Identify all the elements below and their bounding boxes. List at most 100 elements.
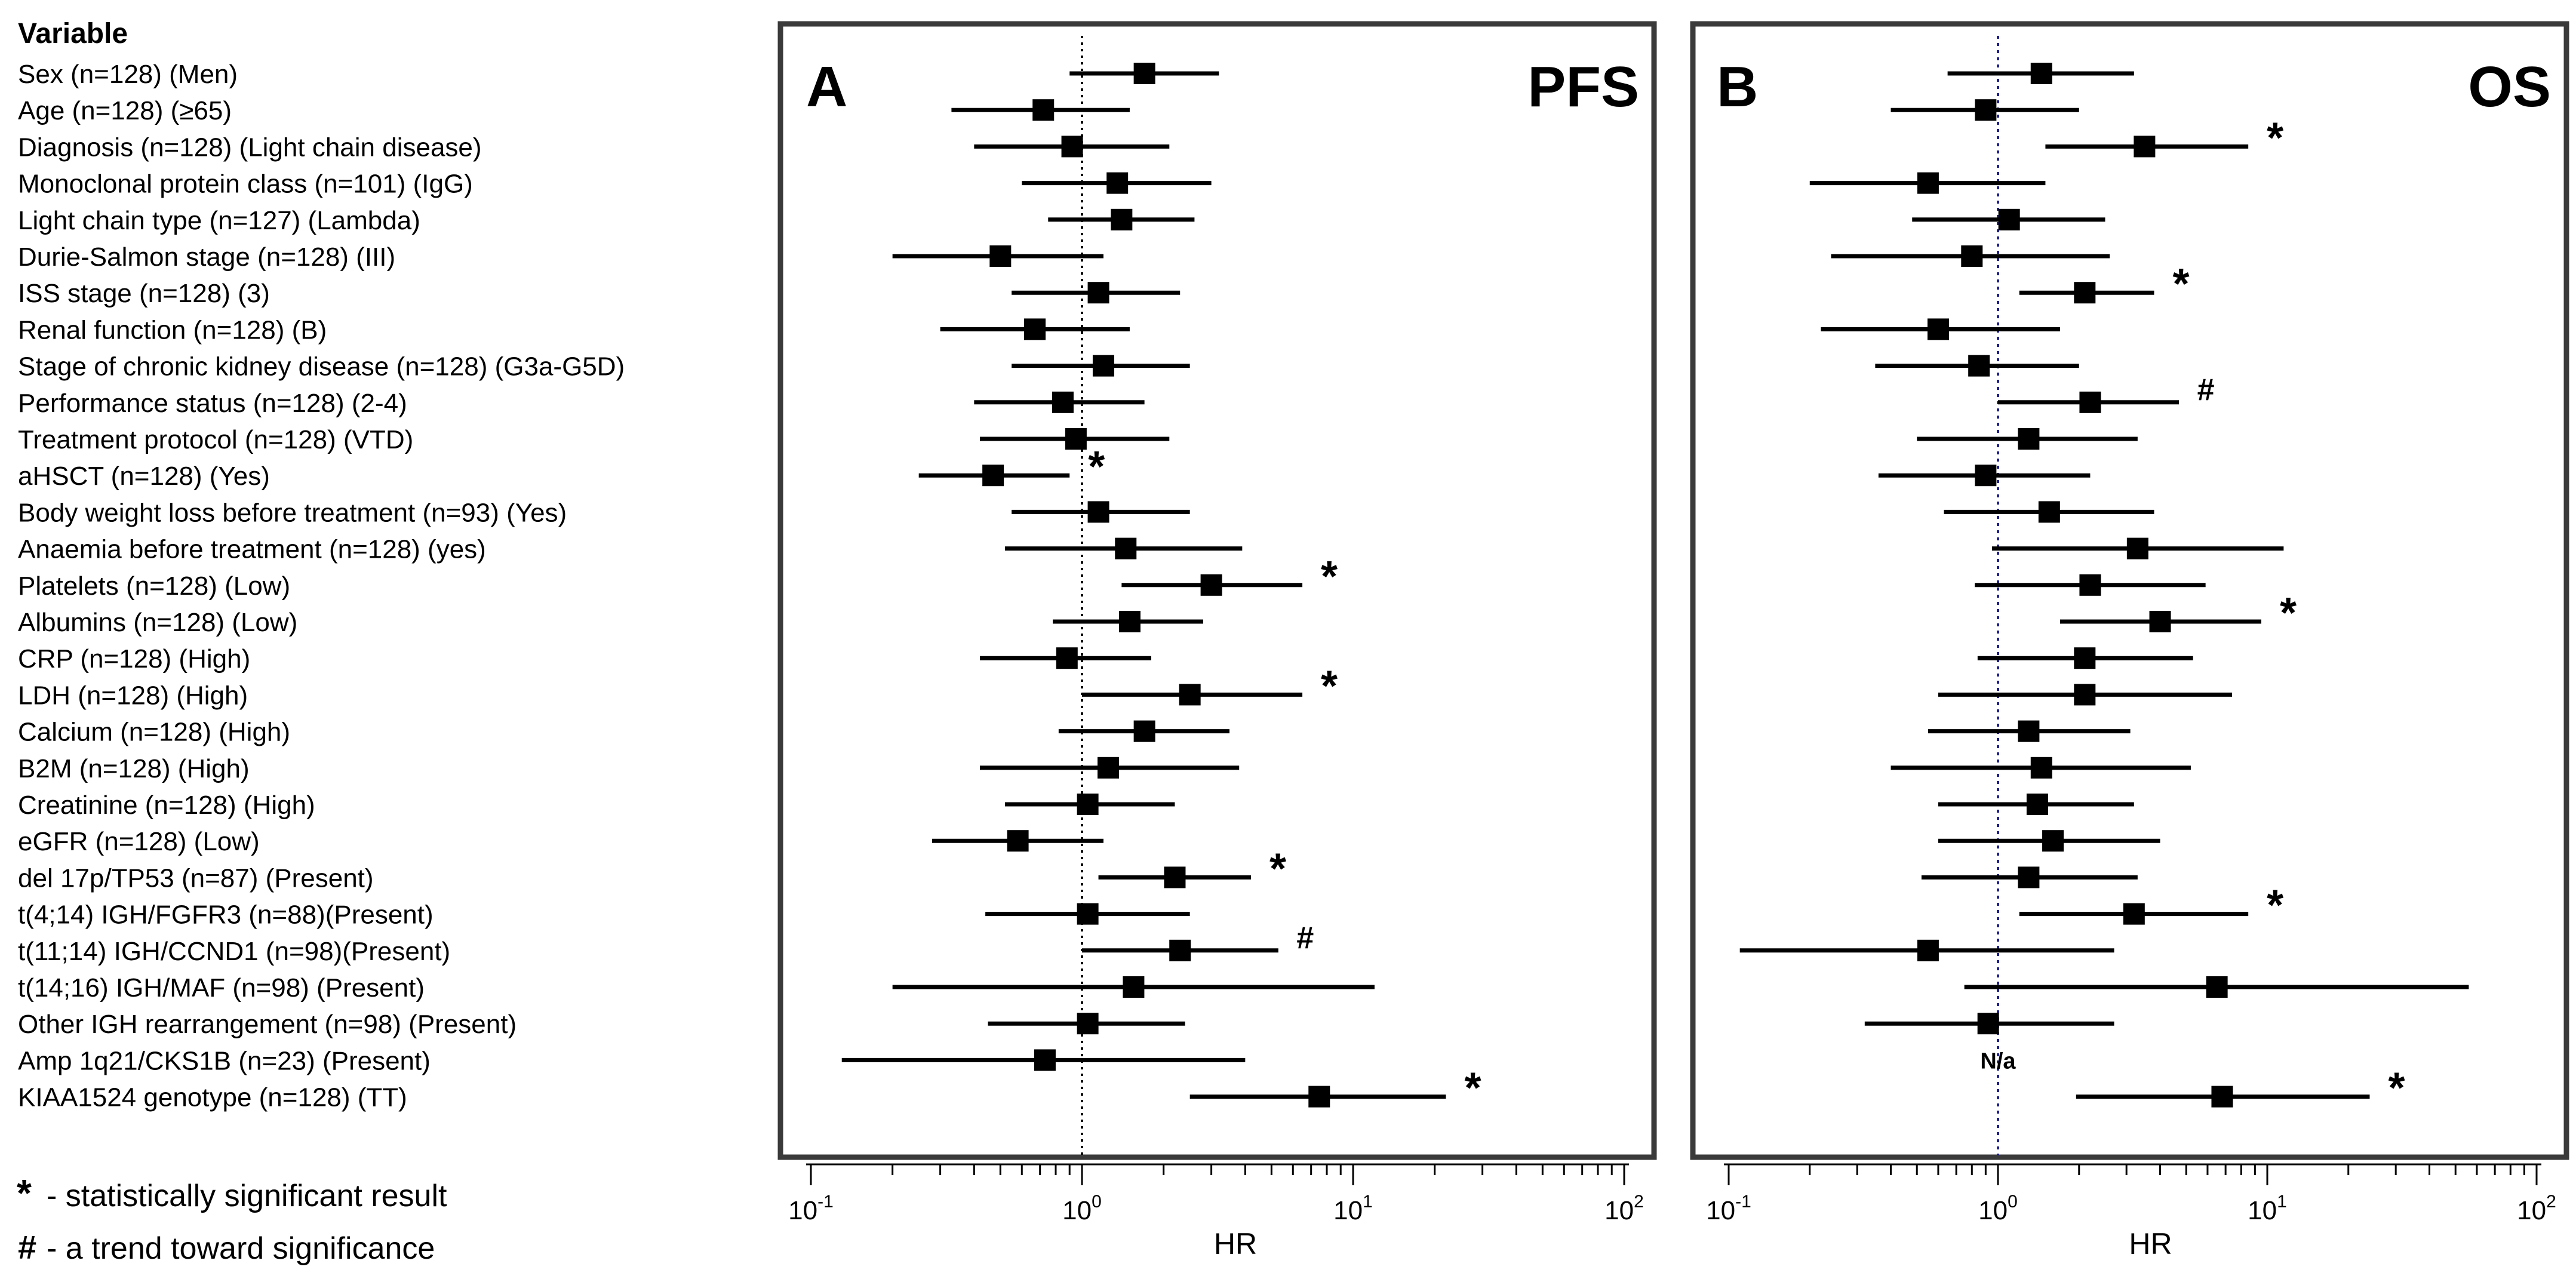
hr-marker bbox=[1024, 318, 1046, 340]
hr-marker bbox=[1975, 99, 1997, 121]
hr-marker bbox=[2206, 976, 2228, 998]
hr-marker bbox=[2079, 574, 2101, 596]
variable-label: t(14;16) IGH/MAF (n=98) (Present) bbox=[18, 973, 425, 1003]
variable-label: Platelets (n=128) (Low) bbox=[18, 571, 290, 601]
panel-a-rows: * * * * # * bbox=[841, 36, 1481, 1155]
hr-marker bbox=[1977, 1013, 1999, 1035]
panel-a-x-label: HR bbox=[1214, 1227, 1257, 1260]
variable-label: Anaemia before treatment (n=128) (yes) bbox=[18, 535, 486, 564]
hr-marker bbox=[1111, 208, 1133, 230]
variable-label: ISS stage (n=128) (3) bbox=[18, 279, 270, 308]
hr-marker bbox=[2018, 866, 2040, 888]
significance-marker: * bbox=[2280, 589, 2297, 637]
hr-marker bbox=[1087, 282, 1109, 304]
tick-label: 100 bbox=[1978, 1192, 2018, 1225]
hr-marker bbox=[1106, 172, 1129, 194]
hr-marker bbox=[989, 245, 1012, 267]
hr-marker bbox=[1087, 501, 1109, 523]
variable-label: Sex (n=128) (Men) bbox=[18, 60, 238, 89]
hr-marker bbox=[2030, 757, 2052, 779]
panel-b-frame bbox=[1690, 21, 2569, 1160]
significance-marker: * bbox=[2267, 882, 2283, 930]
panel-b-rows: * * # * * N/a * bbox=[1739, 36, 2469, 1155]
hr-marker bbox=[2126, 537, 2148, 559]
hr-marker bbox=[1077, 794, 1099, 815]
variable-label: Treatment protocol (n=128) (VTD) bbox=[18, 425, 413, 454]
legend-significant-symbol: * bbox=[17, 1172, 32, 1215]
panel-a-ticks: 10-1 100 101 102 bbox=[788, 1164, 1644, 1225]
hr-marker bbox=[1975, 465, 1997, 487]
panel-b-ticks: 10-1 100 101 102 bbox=[1706, 1164, 2556, 1225]
significance-marker: * bbox=[1321, 662, 1338, 710]
trend-marker: # bbox=[2197, 373, 2215, 407]
significance-marker: * bbox=[1464, 1065, 1481, 1112]
hr-marker bbox=[1961, 245, 1983, 267]
panel-a-label: A bbox=[806, 55, 847, 119]
hr-marker bbox=[2211, 1086, 2233, 1108]
variable-label: Other IGH rearrangement (n=98) (Present) bbox=[18, 1010, 517, 1039]
panel-b-label: B bbox=[1717, 55, 1758, 119]
variable-label: Age (n=128) (≥65) bbox=[18, 96, 232, 125]
tick-label: 100 bbox=[1062, 1192, 1102, 1225]
hr-marker bbox=[1092, 355, 1114, 377]
hr-marker bbox=[1998, 208, 2020, 230]
tick-label: 102 bbox=[2517, 1192, 2556, 1225]
hr-marker bbox=[1115, 537, 1137, 559]
hr-marker bbox=[1065, 428, 1087, 450]
hr-marker bbox=[1032, 99, 1055, 121]
hr-marker bbox=[1034, 1049, 1056, 1071]
panel-a-pfs: A PFS * * * * # * 10-1 100 101 102 HR bbox=[777, 21, 1657, 1260]
variable-label: Creatinine (n=128) (High) bbox=[18, 791, 315, 820]
hr-marker bbox=[1169, 939, 1191, 961]
variable-header: Variable bbox=[18, 18, 128, 50]
variable-label: CRP (n=128) (High) bbox=[18, 644, 250, 674]
hr-marker bbox=[1056, 647, 1078, 669]
hr-marker bbox=[1097, 757, 1119, 779]
hr-marker bbox=[2038, 501, 2060, 523]
hr-marker bbox=[1927, 318, 1949, 340]
panel-a-frame bbox=[777, 21, 1657, 1160]
panel-b-title: OS bbox=[2468, 55, 2551, 119]
legend-trend-text: - a trend toward significance bbox=[47, 1231, 435, 1266]
hr-marker bbox=[982, 465, 1004, 487]
legend-significant-text: - statistically significant result bbox=[47, 1179, 447, 1213]
variable-label: Calcium (n=128) (High) bbox=[18, 718, 290, 747]
variable-label: eGFR (n=128) (Low) bbox=[18, 827, 260, 856]
hr-marker bbox=[1077, 1013, 1099, 1035]
variable-label: t(4;14) IGH/FGFR3 (n=88)(Present) bbox=[18, 900, 434, 930]
variable-label: Monoclonal protein class (n=101) (IgG) bbox=[18, 170, 473, 199]
panel-a-title: PFS bbox=[1527, 55, 1639, 119]
variable-label: B2M (n=128) (High) bbox=[18, 754, 250, 783]
variable-label: Stage of chronic kidney disease (n=128) … bbox=[18, 352, 625, 382]
variable-label: Renal function (n=128) (B) bbox=[18, 315, 327, 345]
hr-marker bbox=[2026, 794, 2048, 815]
hr-marker bbox=[1061, 136, 1083, 158]
na-note: N/a bbox=[1980, 1049, 2016, 1074]
hr-marker bbox=[2074, 647, 2096, 669]
variable-label: Albumins (n=128) (Low) bbox=[18, 608, 297, 637]
tick-label: 101 bbox=[2248, 1192, 2287, 1225]
variable-label: del 17p/TP53 (n=87) (Present) bbox=[18, 863, 374, 893]
significance-marker: * bbox=[2388, 1065, 2405, 1112]
tick-label: 101 bbox=[1333, 1192, 1373, 1225]
tick-label: 10-1 bbox=[1706, 1192, 1751, 1225]
hr-marker bbox=[1179, 684, 1201, 706]
variable-label: Durie-Salmon stage (n=128) (III) bbox=[18, 242, 395, 272]
hr-marker bbox=[2018, 720, 2040, 742]
panel-b-x-label: HR bbox=[2129, 1227, 2172, 1260]
legend-trend-symbol: # bbox=[18, 1228, 36, 1266]
hr-marker bbox=[2042, 830, 2064, 852]
variable-label: Diagnosis (n=128) (Light chain disease) bbox=[18, 133, 482, 162]
variable-label: Amp 1q21/CKS1B (n=23) (Present) bbox=[18, 1046, 431, 1075]
hr-marker bbox=[1968, 355, 1990, 377]
variable-label: Light chain type (n=127) (Lambda) bbox=[18, 206, 420, 235]
hr-marker bbox=[1118, 611, 1141, 632]
significance-marker: * bbox=[1269, 845, 1286, 893]
panel-b-os: B OS * * # * * N/a * 10-1 100 101 102 HR bbox=[1690, 21, 2569, 1260]
hr-marker bbox=[1917, 939, 1939, 961]
variable-label: Performance status (n=128) (2-4) bbox=[18, 389, 407, 418]
hr-marker bbox=[2134, 136, 2156, 158]
tick-label: 102 bbox=[1604, 1192, 1644, 1225]
variable-label: KIAA1524 genotype (n=128) (TT) bbox=[18, 1083, 407, 1112]
